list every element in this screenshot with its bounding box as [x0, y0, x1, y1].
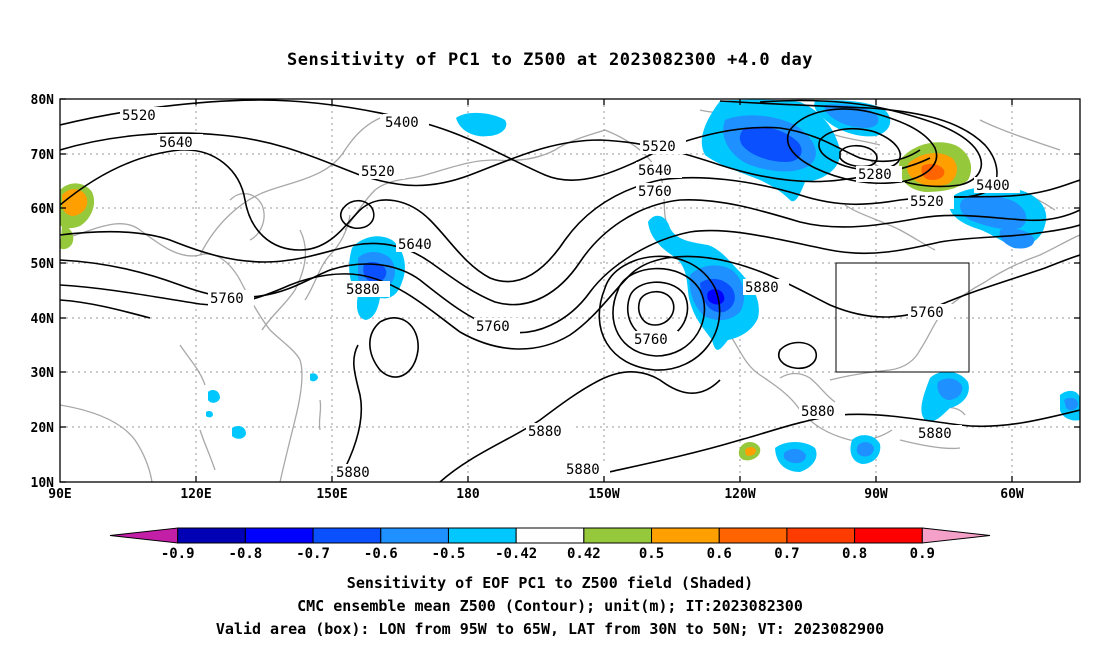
colorbar-segment [109, 527, 179, 544]
colorbar-segment [244, 527, 314, 544]
contour-label: 5400 [976, 178, 1010, 194]
lat-tick-label: 40N [31, 312, 55, 327]
colorbar-label: -0.6 [364, 546, 398, 562]
lat-tick-label: 60N [31, 202, 55, 217]
lat-tick-label: 10N [31, 476, 55, 491]
contour-label: 5880 [745, 280, 779, 296]
colorbar: -0.9 -0.8 -0.7 -0.6 -0.5 -0.42 0.42 0.5 0.6 0.7 0.… [109, 527, 991, 562]
lat-tick-label: 20N [31, 421, 55, 436]
colorbar-label: -0.9 [161, 546, 195, 562]
contour-label: 5760 [910, 305, 944, 321]
lat-tick-label: 80N [31, 93, 55, 108]
lat-tick-label: 50N [31, 257, 55, 272]
contour-label: 5280 [858, 167, 892, 183]
colorbar-segment [583, 527, 653, 544]
map-frame [59, 98, 1081, 483]
contour-label: 5640 [159, 135, 193, 151]
lon-tick-label: 60W [1000, 487, 1024, 502]
contour-label: 5880 [918, 426, 952, 442]
lat-tick-label: 70N [31, 148, 55, 163]
lon-tick-label: 150W [588, 487, 619, 502]
colorbar-label: 0.5 [639, 546, 664, 562]
colorbar-segment [447, 527, 517, 544]
colorbar-segment [921, 527, 991, 544]
colorbar-label: 0.7 [774, 546, 799, 562]
sensitivity-shading [60, 99, 1080, 472]
colorbar-segment [380, 527, 449, 544]
contour-label: 5880 [346, 282, 380, 298]
colorbar-label: 0.9 [910, 546, 935, 562]
contour-label: 5520 [361, 164, 395, 180]
lon-tick-label: 120E [180, 487, 211, 502]
colorbar-segment [786, 527, 856, 544]
lat-tick-label: 30N [31, 366, 55, 381]
colorbar-label: 0.42 [567, 546, 601, 562]
contour-label: 5880 [801, 404, 835, 420]
footer-line-3: Valid area (box): LON from 95W to 65W, L… [215, 620, 885, 638]
colorbar-label: 0.8 [842, 546, 867, 562]
contour-label: 5760 [638, 184, 672, 200]
footer-line-1: Sensitivity of EOF PC1 to Z500 field (Sh… [346, 574, 754, 592]
lon-tick-label: 180 [456, 487, 480, 502]
valid-area-box [835, 262, 970, 373]
axis-ticks [60, 98, 1080, 483]
page-title: Sensitivity of PC1 to Z500 at 2023082300… [286, 50, 813, 70]
lon-tick-label: 90E [48, 487, 71, 502]
contour-label: 5880 [528, 424, 562, 440]
colorbar-segment [718, 527, 788, 544]
lon-tick-label: 150E [316, 487, 347, 502]
longitude-labels: 90E 120E 150E 180 150W 120W 90W 60W [48, 487, 1024, 502]
contour-label: 5640 [398, 237, 432, 253]
contour-label: 5760 [476, 319, 510, 335]
colorbar-segment [312, 527, 382, 544]
contour-label: 5520 [910, 194, 944, 210]
contour-labels: 5520 5640 5400 5520 5520 5640 5760 5280 … [120, 107, 1020, 481]
colorbar-label: -0.42 [495, 546, 537, 562]
latitude-labels: 80N 70N 60N 50N 40N 30N 20N 10N [31, 93, 55, 491]
contour-label: 5640 [638, 163, 672, 179]
colorbar-label: 0.6 [707, 546, 732, 562]
contour-label: 5880 [336, 465, 370, 481]
colorbar-label: -0.8 [229, 546, 263, 562]
colorbar-segment [854, 527, 923, 544]
contour-label: 5520 [642, 139, 676, 155]
footer-line-2: CMC ensemble mean Z500 (Contour); unit(m… [297, 597, 803, 615]
contour-label: 5880 [566, 462, 600, 478]
colorbar-label: -0.5 [432, 546, 466, 562]
contour-label: 5760 [634, 332, 668, 348]
colorbar-label: -0.7 [296, 546, 330, 562]
contour-label: 5520 [122, 108, 156, 124]
colorbar-segment [177, 527, 246, 544]
contour-label: 5400 [385, 115, 419, 131]
lon-tick-label: 90W [864, 487, 888, 502]
contour-label: 5760 [210, 291, 244, 307]
colorbar-segment [651, 527, 720, 544]
colorbar-segment [515, 527, 585, 544]
lon-tick-label: 120W [724, 487, 755, 502]
